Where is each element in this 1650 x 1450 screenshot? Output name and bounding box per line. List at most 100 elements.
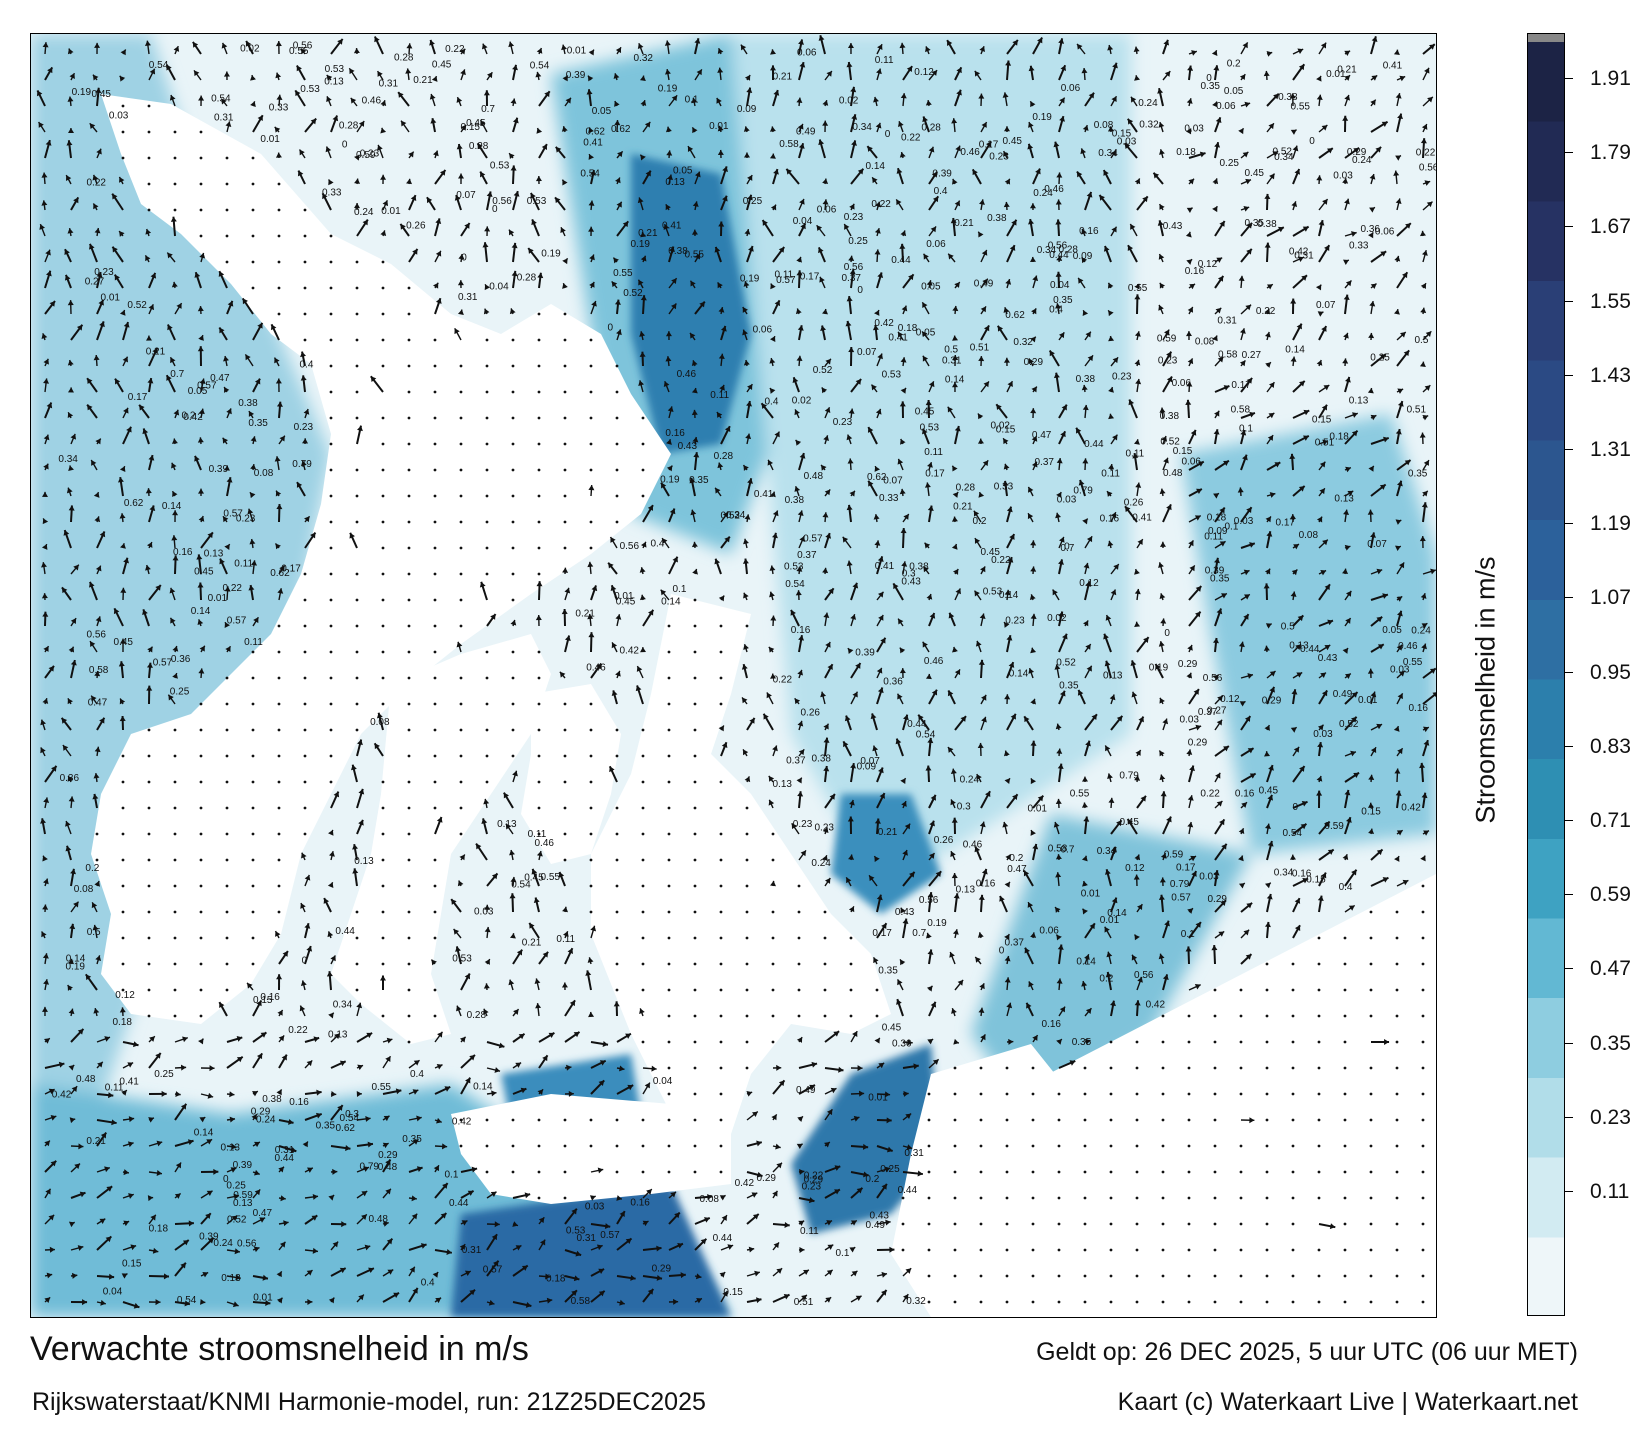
current-arrow-head [1124,143,1131,150]
speed-label: 0.11 [775,270,794,281]
grid-dot [329,520,333,524]
current-arrow-head [616,329,622,336]
current-arrow-head [718,353,725,360]
current-arrow-head [150,272,157,279]
grid-dot [693,650,697,654]
current-arrow-head [511,270,518,277]
speed-label: 0.26 [1124,498,1144,509]
current-arrow-head [531,219,537,226]
grid-dot [407,442,411,446]
current-arrow-head [170,216,177,222]
current-arrow-head [1399,75,1406,82]
current-arrow-head [951,382,958,388]
grid-dot [303,806,307,810]
current-arrow-head [872,177,878,184]
current-arrow-head [761,403,767,410]
speed-label: 0.03 [1199,871,1219,882]
current-arrow-head [199,252,206,259]
current-arrow-head [590,170,596,176]
current-arrow-head [1352,412,1358,418]
current-arrow-head [1028,122,1034,128]
grid-dot [823,1014,827,1018]
grid-dot [485,702,489,706]
current-arrow-head [922,302,928,309]
grid-dot [381,650,385,654]
current-arrow-head [1215,117,1222,124]
current-arrow-head [724,426,731,433]
current-arrow-head [508,41,515,48]
current-arrow-head [139,404,145,411]
current-arrow-head [588,200,595,206]
grid-dot [667,832,671,836]
current-arrow-head [1344,75,1351,81]
grid-dot [693,1066,697,1070]
current-arrow-head [322,193,328,200]
speed-label: 0.7 [170,369,184,380]
current-arrow-head [1419,361,1426,367]
grid-dot [329,624,333,628]
grid-dot [1135,1274,1139,1278]
grid-dot [927,1092,931,1096]
current-arrow-head [249,492,256,499]
speed-label: 0.23 [1112,372,1132,383]
speed-label: 0.49 [796,127,816,138]
current-arrow-head [1186,381,1193,387]
grid-dot [277,234,281,238]
current-arrow-head [798,143,805,149]
current-arrow-head [877,44,883,51]
speed-label: 0 [1309,136,1315,147]
speed-label: 0.16 [665,428,685,439]
current-arrow-head [906,66,913,72]
grid-dot [407,338,411,342]
grid-dot [173,910,177,914]
current-arrow-head [640,231,647,238]
grid-dot [251,156,255,160]
current-arrow-head [70,433,77,440]
current-arrow-head [1424,180,1431,186]
speed-label: 0.46 [362,96,382,107]
current-arrow-head [699,301,705,308]
current-arrow-head [88,243,95,250]
grid-dot [1369,1248,1373,1252]
speed-label: 0.51 [1315,437,1335,448]
current-arrow-head [745,433,752,440]
current-arrow-head [1111,96,1117,103]
grid-dot [121,104,125,108]
current-arrow-head [1186,207,1193,213]
speed-label: 0.11 [1101,469,1120,480]
speed-label: 0.49 [796,1085,816,1096]
current-arrow-head [1342,358,1349,364]
speed-label: 0.58 [89,665,109,676]
grid-dot [407,416,411,420]
grid-dot [173,728,177,732]
grid-dot [511,1170,515,1174]
grid-dot [1161,1040,1165,1044]
current-arrow-head [1424,67,1430,74]
grid-dot [199,1014,203,1018]
current-arrow-head [1397,388,1404,394]
current-arrow-head [1134,439,1140,445]
current-arrow-head [1368,465,1374,472]
grid-dot [641,728,645,732]
grid-dot [641,806,645,810]
grid-dot [225,260,229,264]
speed-label: 0.42 [735,1178,755,1189]
grid-dot [433,884,437,888]
grid-dot [1057,1118,1061,1122]
speed-label: 0.21 [413,75,433,86]
grid-dot [563,390,567,394]
current-arrow-head [796,355,803,362]
grid-dot [693,962,697,966]
current-arrow-head [1370,283,1377,290]
current-arrow-head [1266,50,1273,57]
speed-label: 0.37 [1198,707,1218,718]
grid-dot [719,1066,723,1070]
current-arrow-head [847,458,854,464]
current-arrow-head [1215,307,1222,314]
grid-dot [1005,1144,1009,1148]
grid-dot [251,884,255,888]
grid-dot [927,1196,931,1200]
grid-dot [589,442,593,446]
current-arrow-head [484,284,491,291]
current-arrow-head [299,149,305,156]
